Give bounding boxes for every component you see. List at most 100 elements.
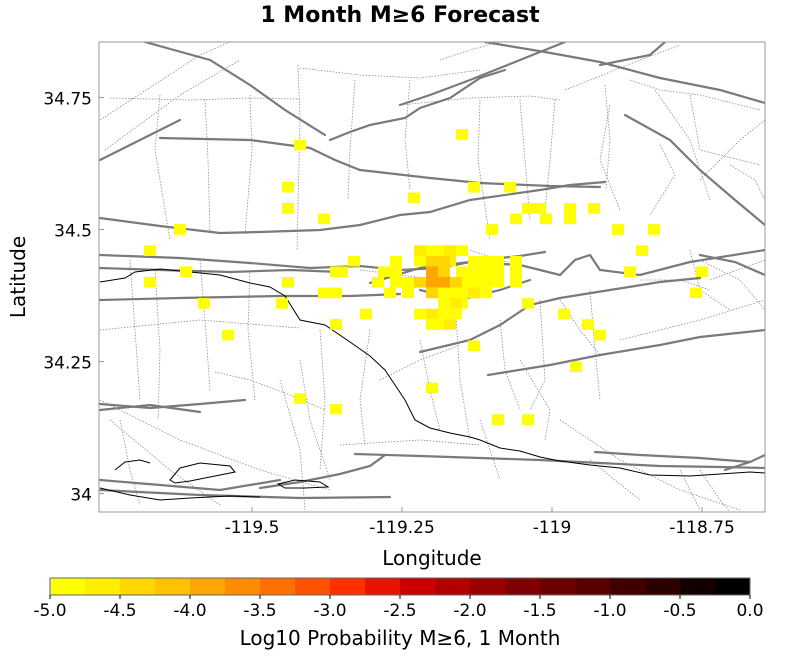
colorbar-tick-label: -2.5 (383, 601, 416, 621)
forecast-cell (594, 329, 606, 341)
forecast-cell (330, 403, 342, 415)
forecast-cell (450, 298, 462, 309)
colorbar-swatch (575, 578, 611, 595)
chart-title: 1 Month M≥6 Forecast (260, 3, 540, 28)
colorbar-swatch (120, 578, 156, 595)
forecast-cell (480, 277, 492, 288)
forecast-cell (696, 266, 708, 277)
colorbar-tick-label: 0.0 (736, 601, 763, 621)
forecast-cell (438, 308, 450, 320)
forecast-cell (456, 287, 468, 299)
forecast-cell (426, 277, 438, 288)
colorbar-swatch (190, 578, 226, 595)
forecast-cell (438, 298, 450, 309)
colorbar-swatch (540, 578, 576, 595)
forecast-cell (438, 287, 450, 299)
forecast-cell (468, 255, 480, 267)
forecast-cell (318, 287, 330, 299)
colorbar-swatch (435, 578, 471, 595)
forecast-cells (144, 129, 708, 425)
colorbar-swatch (295, 578, 331, 595)
colorbar-label: Log10 Probability M≥6, 1 Month (240, 626, 561, 650)
minor-faults (99, 42, 765, 512)
forecast-cell (636, 245, 648, 256)
forecast-cell (648, 224, 660, 235)
forecast-cell (690, 287, 702, 299)
forecast-cell (198, 298, 210, 309)
forecast-cell (282, 181, 294, 193)
colorbar-tick-label: -4.5 (103, 601, 136, 621)
forecast-cell (480, 255, 492, 267)
colorbar-ticks: -5.0 -4.5 -4.0 -3.5 -3.0 -2.5 -2.0 -1.5 -1.0 -0.5… (33, 595, 764, 621)
forecast-cell (510, 255, 522, 267)
colorbar-swatch (505, 578, 541, 595)
forecast-cell (558, 308, 570, 320)
colorbar-tick-label: -3.5 (243, 601, 276, 621)
y-tick-label: 34.75 (43, 89, 92, 109)
forecast-cell (510, 213, 522, 225)
colorbar-swatch (715, 578, 751, 595)
x-axis-label: Longitude (382, 546, 481, 570)
forecast-cell (480, 266, 492, 277)
forecast-cell (390, 255, 402, 267)
coastline (99, 268, 765, 501)
forecast-cell (402, 287, 414, 299)
colorbar-swatch (330, 578, 366, 595)
colorbar-swatch (225, 578, 261, 595)
forecast-cell (402, 277, 414, 288)
forecast-cell (468, 340, 480, 351)
forecast-cell (522, 298, 534, 309)
forecast-cell (426, 308, 438, 320)
forecast-cell (414, 245, 426, 256)
x-tick-label: -119.25 (369, 518, 435, 538)
colorbar-swatch (260, 578, 296, 595)
y-tick-label: 34.25 (43, 353, 92, 373)
forecast-cell (438, 266, 450, 277)
forecast-cell (276, 298, 288, 309)
forecast-cell (468, 287, 480, 299)
forecast-cell (330, 319, 342, 330)
colorbar-swatch (400, 578, 436, 595)
forecast-cell (372, 277, 384, 288)
forecast-cell (348, 255, 360, 267)
forecast-cell (444, 245, 456, 256)
y-axis-label: Latitude (6, 236, 30, 318)
x-tick-label: -119 (533, 518, 572, 538)
forecast-cell (510, 277, 522, 288)
forecast-cell (282, 277, 294, 288)
colorbar-tick-label: -1.5 (523, 601, 556, 621)
colorbar-swatch (155, 578, 191, 595)
forecast-cell (522, 414, 534, 425)
forecast-cell (540, 213, 552, 225)
forecast-cell (390, 266, 402, 277)
colorbar-swatch (610, 578, 646, 595)
colorbar-tick-label: -0.5 (663, 601, 696, 621)
forecast-cell (492, 255, 504, 267)
forecast-cell (378, 266, 390, 277)
forecast-cell (444, 319, 456, 330)
colorbar-swatch (470, 578, 506, 595)
forecast-cell (468, 181, 480, 193)
forecast-cell (450, 308, 462, 320)
forecast-cell (426, 266, 438, 277)
x-axis-ticks: -119.5 -119.25 -119 -118.75 (225, 507, 735, 538)
forecast-cell (426, 255, 438, 267)
forecast-cell (318, 213, 330, 225)
forecast-cell (390, 277, 402, 288)
colorbar-tick-label: -4.0 (173, 601, 206, 621)
forecast-cell (360, 308, 372, 320)
y-tick-label: 34.5 (54, 221, 92, 241)
forecast-cell (414, 255, 426, 267)
forecast-cell (588, 203, 600, 214)
colorbar-swatch (680, 578, 716, 595)
forecast-cell (426, 382, 438, 394)
forecast-cell (510, 266, 522, 277)
forecast-cell (492, 277, 504, 288)
forecast-cell (414, 308, 426, 320)
forecast-cell (456, 245, 468, 256)
y-axis-ticks: 34.75 34.5 34.25 34 (43, 89, 104, 506)
forecast-cell (144, 277, 156, 288)
forecast-cell (564, 213, 576, 225)
forecast-cell (414, 277, 426, 288)
